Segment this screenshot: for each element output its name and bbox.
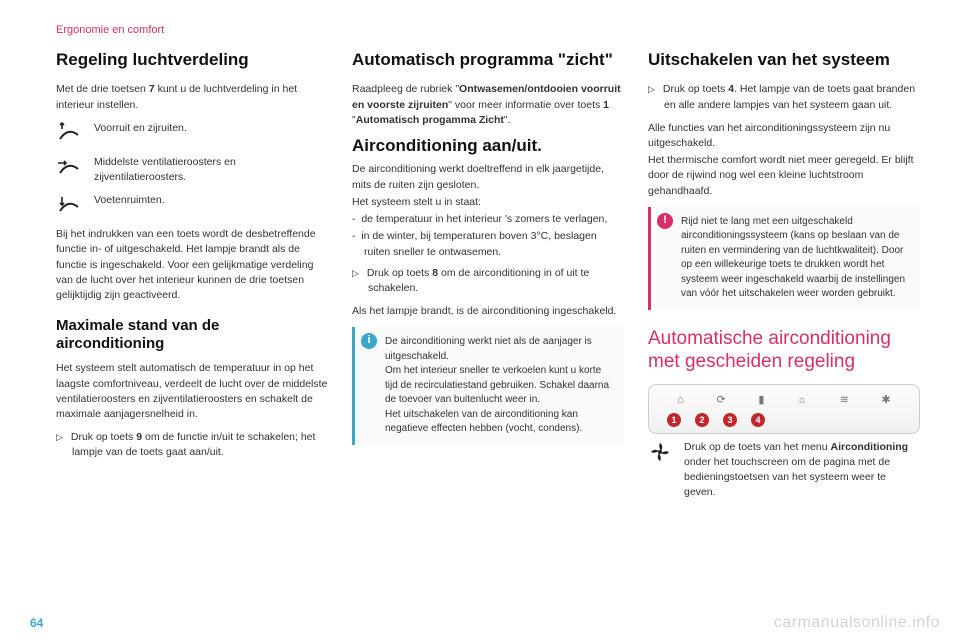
- panel-icon: ☼: [797, 394, 807, 406]
- watermark: carmanualsonline.info: [774, 614, 940, 632]
- info-callout: i De airconditioning werkt niet als de a…: [352, 327, 624, 445]
- action-step: Druk op toets 4. Het lampje van de toets…: [648, 82, 920, 112]
- text: ".: [504, 114, 511, 126]
- text: Druk op toets: [71, 431, 136, 443]
- text: " voor meer informatie over toets: [448, 99, 603, 111]
- panel-icon: ▮: [758, 393, 764, 406]
- icon-row-footwell: Voetenruimten.: [56, 193, 328, 219]
- icon-label: Middelste ventilatieroosters en zijventi…: [94, 155, 328, 185]
- paragraph: Het systeem stelt automatisch de tempera…: [56, 361, 328, 422]
- panel-icon: ⟳: [717, 393, 726, 406]
- paragraph: Bij het indrukken van een toets wordt de…: [56, 227, 328, 303]
- icon-label: Voetenruimten.: [94, 193, 165, 208]
- footwell-icon: [56, 193, 84, 219]
- bullet-list: de temperatuur in het interieur 's zomer…: [352, 212, 624, 260]
- heading-dual-zone-ac: Automatische airconditioning met geschei…: [648, 328, 920, 374]
- text: Raadpleeg de rubriek ": [352, 83, 459, 95]
- paragraph: Druk op de toets van het menu Airconditi…: [684, 440, 920, 501]
- panel-icon: ✱: [881, 393, 890, 406]
- heading-max-ac: Maximale stand van de airconditioning: [56, 317, 328, 353]
- heading-ac-onoff: Airconditioning aan/uit.: [352, 136, 624, 156]
- touchscreen-instruction: Druk op de toets van het menu Airconditi…: [648, 440, 920, 501]
- callout-text: De airconditioning werkt niet als de aan…: [385, 335, 614, 437]
- fan-icon: [648, 440, 674, 470]
- list-item: de temperatuur in het interieur 's zomer…: [352, 212, 624, 227]
- heading-system-off: Uitschakelen van het systeem: [648, 50, 920, 70]
- icon-row-center-vents: Middelste ventilatieroosters en zijventi…: [56, 155, 328, 185]
- icon-label: Voorruit en zijruiten.: [94, 121, 187, 136]
- paragraph: Met de drie toetsen 7 kunt u de luchtver…: [56, 82, 328, 112]
- panel-icon: ≋: [840, 393, 849, 406]
- text: Met de drie toetsen: [56, 83, 149, 95]
- marker-3: 3: [723, 413, 737, 427]
- heading-air-distribution: Regeling luchtverdeling: [56, 50, 328, 70]
- breadcrumb: Ergonomie en comfort: [56, 24, 920, 36]
- marker-2: 2: [695, 413, 709, 427]
- column-3: Uitschakelen van het systeem Druk op toe…: [648, 50, 920, 500]
- bold: Airconditioning: [831, 441, 909, 453]
- paragraph: De airconditioning werkt doeltreffend in…: [352, 162, 624, 192]
- heading-auto-visibility: Automatisch programma "zicht": [352, 50, 624, 70]
- marker-1: 1: [667, 413, 681, 427]
- paragraph: Het thermische comfort wordt niet meer g…: [648, 153, 920, 199]
- info-icon: i: [361, 333, 377, 349]
- callout-text: Rijd niet te lang met een uitgeschakeld …: [681, 215, 910, 302]
- paragraph: Alle functies van het airconditioningssy…: [648, 121, 920, 151]
- text: Druk op toets: [367, 267, 432, 279]
- icon-row-windscreen: Voorruit en zijruiten.: [56, 121, 328, 147]
- panel-icon-strip: ⌂ ⟳ ▮ ☼ ≋ ✱: [661, 391, 907, 409]
- action-step: Druk op toets 8 om de airconditioning in…: [352, 266, 624, 296]
- column-1: Regeling luchtverdeling Met de drie toet…: [56, 50, 328, 500]
- list-item: in de winter, bij temperaturen boven 3°C…: [352, 229, 624, 259]
- paragraph: Als het lampje brandt, is de airconditio…: [352, 304, 624, 319]
- panel-markers: 1 2 3 4: [667, 413, 765, 427]
- page-number: 64: [30, 616, 43, 630]
- key-ref: 1: [603, 99, 609, 111]
- center-vents-icon: [56, 155, 84, 181]
- marker-4: 4: [751, 413, 765, 427]
- action-step: Druk op toets 9 om de functie in/uit te …: [56, 430, 328, 460]
- bold: Automatisch progamma Zicht: [356, 114, 504, 126]
- column-2: Automatisch programma "zicht" Raadpleeg …: [352, 50, 624, 500]
- paragraph: Raadpleeg de rubriek "Ontwasemen/ontdooi…: [352, 82, 624, 128]
- text: Druk op toets: [663, 83, 728, 95]
- panel-icon: ⌂: [677, 394, 684, 406]
- warning-callout: ! Rijd niet te lang met een uitgeschakel…: [648, 207, 920, 310]
- text: Druk op de toets van het menu: [684, 441, 831, 453]
- paragraph: Het systeem stelt u in staat:: [352, 195, 624, 210]
- control-panel-diagram: ⌂ ⟳ ▮ ☼ ≋ ✱ 1 2 3 4: [648, 384, 920, 434]
- warning-icon: !: [657, 213, 673, 229]
- text: onder het touchscreen om de pagina met d…: [684, 456, 890, 498]
- windscreen-icon: [56, 121, 84, 147]
